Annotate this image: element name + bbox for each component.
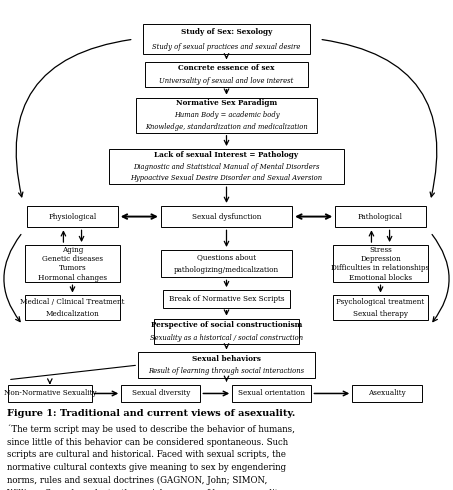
Text: Break of Normative Sex Scripts: Break of Normative Sex Scripts bbox=[169, 295, 284, 303]
FancyBboxPatch shape bbox=[335, 206, 426, 227]
Text: Sexual behaviors: Sexual behaviors bbox=[192, 355, 261, 363]
Text: Emotional blocks: Emotional blocks bbox=[349, 273, 412, 282]
Text: since little of this behavior can be considered spontaneous. Such: since little of this behavior can be con… bbox=[7, 438, 288, 446]
Text: Non-Normative Sexuality: Non-Normative Sexuality bbox=[4, 390, 96, 397]
Text: Depression: Depression bbox=[360, 255, 401, 263]
FancyBboxPatch shape bbox=[145, 62, 308, 87]
Text: Universality of sexual and love interest: Universality of sexual and love interest bbox=[159, 76, 294, 85]
Text: Sexual diversity: Sexual diversity bbox=[132, 390, 190, 397]
FancyBboxPatch shape bbox=[25, 245, 120, 282]
FancyBboxPatch shape bbox=[136, 98, 317, 133]
Text: Sexual dysfunction: Sexual dysfunction bbox=[192, 213, 261, 220]
Text: Physiological: Physiological bbox=[48, 213, 96, 220]
Text: Pathological: Pathological bbox=[358, 213, 403, 220]
Text: Concrete essence of sex: Concrete essence of sex bbox=[178, 64, 275, 73]
Text: Genetic diseases: Genetic diseases bbox=[42, 255, 103, 263]
Text: Aging: Aging bbox=[62, 245, 83, 254]
FancyBboxPatch shape bbox=[138, 352, 315, 378]
Text: Normative Sex Paradigm: Normative Sex Paradigm bbox=[176, 99, 277, 107]
FancyBboxPatch shape bbox=[143, 24, 310, 54]
Text: Study of sexual practices and sexual desire: Study of sexual practices and sexual des… bbox=[152, 43, 301, 50]
FancyBboxPatch shape bbox=[232, 385, 312, 402]
Text: normative cultural contexts give meaning to sex by engendering: normative cultural contexts give meaning… bbox=[7, 463, 286, 472]
FancyBboxPatch shape bbox=[27, 206, 118, 227]
Text: Sexual orientation: Sexual orientation bbox=[238, 390, 305, 397]
Text: norms, rules and sexual doctrines (GAGNON, John; SIMON,: norms, rules and sexual doctrines (GAGNO… bbox=[7, 476, 267, 485]
Text: Tumors: Tumors bbox=[59, 264, 86, 272]
Text: Human Body = academic body: Human Body = academic body bbox=[173, 111, 280, 119]
Text: Medical / Clinical Treatment: Medical / Clinical Treatment bbox=[20, 297, 125, 306]
Text: scripts are cultural and historical. Faced with sexual scripts, the: scripts are cultural and historical. Fac… bbox=[7, 450, 286, 459]
FancyBboxPatch shape bbox=[8, 385, 92, 402]
FancyBboxPatch shape bbox=[109, 149, 344, 184]
Text: Diagnostic and Statistical Manual of Mental Disorders: Diagnostic and Statistical Manual of Men… bbox=[133, 163, 320, 171]
Text: Hormonal changes: Hormonal changes bbox=[38, 273, 107, 282]
Text: Perspective of social constructionism: Perspective of social constructionism bbox=[151, 321, 302, 329]
Text: Study of Sex: Sexology: Study of Sex: Sexology bbox=[181, 28, 272, 36]
Text: Sexuality as a historical / social construction: Sexuality as a historical / social const… bbox=[150, 334, 303, 342]
Text: pathologizing/medicalization: pathologizing/medicalization bbox=[174, 267, 279, 274]
FancyBboxPatch shape bbox=[163, 290, 290, 308]
FancyBboxPatch shape bbox=[333, 245, 428, 282]
FancyBboxPatch shape bbox=[121, 385, 200, 402]
FancyBboxPatch shape bbox=[352, 385, 422, 402]
FancyBboxPatch shape bbox=[161, 250, 292, 277]
Text: William. Sexual conduct – the social sources of human sexuality.: William. Sexual conduct – the social sou… bbox=[7, 489, 284, 490]
Text: Difficulties in relationships: Difficulties in relationships bbox=[332, 264, 429, 272]
FancyBboxPatch shape bbox=[161, 206, 292, 227]
Text: Psychological treatment: Psychological treatment bbox=[337, 297, 424, 306]
Text: Hypoactive Sexual Desire Disorder and Sexual Aversion: Hypoactive Sexual Desire Disorder and Se… bbox=[130, 174, 323, 182]
Text: Sexual therapy: Sexual therapy bbox=[353, 310, 408, 318]
Text: Result of learning through social interactions: Result of learning through social intera… bbox=[149, 368, 304, 375]
Text: Medicalization: Medicalization bbox=[46, 310, 99, 318]
Text: Figure 1: Traditional and current views of asexuality.: Figure 1: Traditional and current views … bbox=[7, 409, 295, 418]
FancyBboxPatch shape bbox=[333, 295, 428, 320]
Text: Knowledge, standardization and medicalization: Knowledge, standardization and medicaliz… bbox=[145, 123, 308, 131]
FancyBboxPatch shape bbox=[25, 295, 120, 320]
Text: Lack of sexual Interest = Pathology: Lack of sexual Interest = Pathology bbox=[154, 151, 299, 159]
Text: Stress: Stress bbox=[369, 245, 392, 254]
Text: Asexuality: Asexuality bbox=[368, 390, 406, 397]
Text: ´The term script may be used to describe the behavior of humans,: ´The term script may be used to describe… bbox=[7, 425, 295, 434]
Text: Questions about: Questions about bbox=[197, 253, 256, 261]
FancyBboxPatch shape bbox=[154, 318, 299, 344]
